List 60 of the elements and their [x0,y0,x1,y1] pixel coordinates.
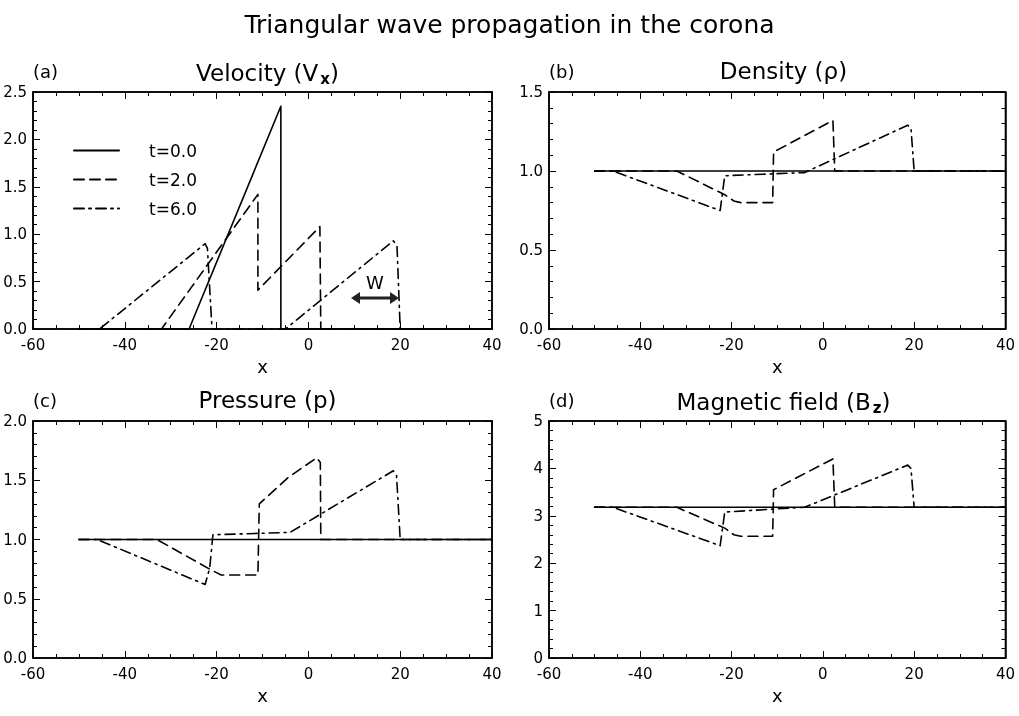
y-tick-label: 1.0 [3,530,27,549]
chart-title: Density (ρ) [719,57,848,84]
x-tick-label: 40 [995,335,1015,354]
chart-title: Pressure (p) [198,386,337,413]
x-tick-label: -40 [628,335,653,354]
x-tick-label: -40 [112,335,138,354]
y-tick-label: 0.5 [3,272,27,291]
text: Triangular wave propagation in the corona [243,9,776,41]
y-tick-label: 0.0 [519,320,543,338]
y-tick-label: 0.0 [3,320,27,338]
text: (c) [33,389,57,411]
x-tick-label: 0 [818,664,828,683]
y-tick-label: 2.0 [3,412,27,430]
x-tick-label: 20 [390,664,410,683]
x-tick-label: -60 [536,664,562,683]
x-tick-label: 20 [904,664,924,683]
y-tick-label: 2.5 [3,83,27,101]
x-tick-label: 20 [390,335,410,354]
legend-label: t=2.0 [149,169,197,190]
y-tick-label: 1.0 [3,225,27,244]
x-tick-label: -20 [719,664,744,683]
x-tick-label: -60 [536,335,562,354]
legend-label: t=6.0 [149,198,197,219]
x-tick-label: -40 [112,664,138,683]
x-tick-label: 40 [482,664,502,683]
x-tick-label: 40 [482,335,502,354]
x-tick-label: -60 [20,335,46,354]
y-tick-label: 3 [533,506,543,525]
y-tick-label: 2 [533,554,543,573]
y-tick-label: 2.0 [3,130,27,149]
x-axis-title: x [257,355,269,377]
x-tick-label: 0 [818,335,828,354]
y-tick-label: 0.0 [3,649,27,667]
y-tick-label: 0.5 [519,241,543,259]
x-tick-label: 0 [303,335,314,354]
y-tick-label: 4 [533,459,543,478]
x-tick-label: 20 [904,335,924,354]
y-tick-label: 1.5 [519,83,543,101]
x-tick-label: -20 [204,335,229,354]
y-tick-label: 1.5 [3,471,27,490]
x-tick-label: 0 [303,664,314,683]
y-tick-label: 1.5 [3,177,27,196]
x-axis-title: x [257,684,269,706]
x-axis-title: x [771,684,783,706]
text: (b) [549,60,575,82]
y-tick-label: 5 [533,412,543,430]
x-tick-label: -20 [719,335,744,354]
y-tick-label: 1.0 [519,162,543,180]
x-tick-label: -20 [204,664,229,683]
x-tick-label: -60 [20,664,46,683]
y-tick-label: 0.5 [3,589,27,608]
text: (a) [33,60,59,82]
x-tick-label: 40 [995,664,1015,683]
legend-label: t=0.0 [149,140,197,161]
text: (d) [549,389,575,411]
y-tick-label: 0 [533,649,543,667]
x-axis-title: x [771,355,783,377]
y-tick-label: 1 [533,601,543,620]
annotation: W [366,271,385,293]
x-tick-label: -40 [628,664,653,683]
